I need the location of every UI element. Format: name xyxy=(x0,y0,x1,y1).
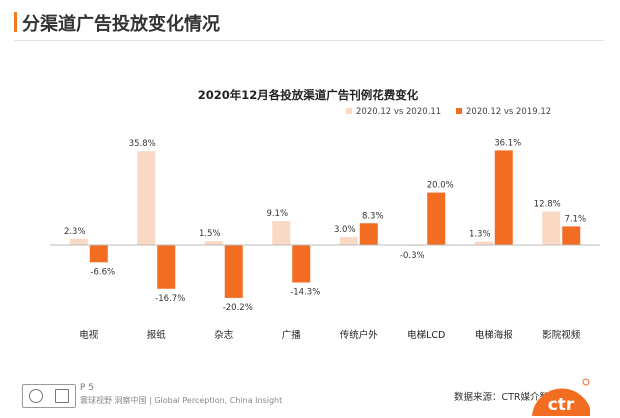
data-label-s2-2: -20.2% xyxy=(223,303,253,313)
data-label-s2-5: 20.0% xyxy=(427,181,454,191)
bar-s2-2 xyxy=(224,245,243,298)
data-label-s1-7: 12.8% xyxy=(534,199,561,209)
data-label-s2-0: -6.6% xyxy=(90,267,115,277)
data-label-s2-4: 8.3% xyxy=(362,211,384,221)
data-label-s2-3: -14.3% xyxy=(290,287,320,297)
bar-s1-4 xyxy=(339,237,358,245)
certification-logo xyxy=(22,384,76,408)
title-accent-bar xyxy=(14,12,17,32)
bar-s1-6 xyxy=(474,241,493,245)
value-labels: 2.3% -6.6% 35.8% -16.7% 1.5% -20.2% 9.1% -14.3%… xyxy=(64,138,586,313)
category-label-6: 电梯海报 xyxy=(475,329,514,341)
bar-s2-0 xyxy=(89,245,108,263)
data-label-s1-0: 2.3% xyxy=(64,227,86,237)
bar-s1-3 xyxy=(272,221,291,245)
chart-legend: 2020.12 vs 2020.11 2020.12 vs 2019.12 xyxy=(346,107,551,117)
bar-s2-7 xyxy=(562,226,581,245)
category-labels: 电视 报纸 杂志 广播 传统户外 电梯LCD 电梯海报 影院视频 xyxy=(79,329,581,341)
legend-label-2: 2020.12 vs 2019.12 xyxy=(466,107,551,117)
chart-title: 2020年12月各投放渠道广告刊例花费变化 xyxy=(198,88,419,102)
footer-tagline: 寰球视野 洞察中国 | Global Perception, China Ins… xyxy=(80,396,283,405)
cert-mark-icon xyxy=(29,389,43,403)
legend-swatch-2 xyxy=(456,108,462,114)
bar-marks xyxy=(69,150,581,298)
bar-s2-3 xyxy=(292,245,311,283)
category-label-5: 电梯LCD xyxy=(407,329,445,341)
bar-s2-1 xyxy=(157,245,176,289)
data-label-s1-6: 1.3% xyxy=(469,230,491,240)
bar-s1-7 xyxy=(542,211,561,245)
category-label-3: 广播 xyxy=(282,329,302,341)
registered-mark-icon xyxy=(582,378,590,386)
page-title: 分渠道广告投放变化情况 xyxy=(22,14,220,35)
data-label-s2-7: 7.1% xyxy=(564,214,586,224)
check-mark-icon xyxy=(55,389,69,403)
logo-text: ctr xyxy=(548,395,575,415)
legend-label-1: 2020.12 vs 2020.11 xyxy=(356,107,441,117)
bar-s2-5 xyxy=(427,192,446,245)
data-label-s1-4: 3.0% xyxy=(334,225,356,235)
ctr-logo: ctr xyxy=(532,378,590,416)
category-label-7: 影院视频 xyxy=(542,329,581,341)
category-label-4: 传统户外 xyxy=(340,329,379,341)
data-label-s1-3: 9.1% xyxy=(266,209,288,219)
footer-branding: P 5 寰球视野 洞察中国 | Global Perception, China… xyxy=(22,381,282,409)
bar-s2-4 xyxy=(359,223,378,245)
data-label-s1-5: -0.3% xyxy=(400,251,425,261)
data-label-s1-2: 1.5% xyxy=(199,229,221,239)
data-label-s2-1: -16.7% xyxy=(155,294,185,304)
logo-arc-icon xyxy=(532,388,590,416)
bar-s1-0 xyxy=(69,238,88,245)
data-source: 数据来源：CTR媒介智讯 xyxy=(454,392,559,403)
category-label-1: 报纸 xyxy=(147,329,167,341)
data-label-s1-1: 35.8% xyxy=(129,139,156,149)
category-label-0: 电视 xyxy=(79,329,99,341)
legend-swatch-1 xyxy=(346,108,352,114)
data-label-s2-6: 36.1% xyxy=(494,138,521,148)
bar-s2-6 xyxy=(494,150,513,245)
bar-s1-2 xyxy=(204,241,223,245)
title-divider xyxy=(14,40,604,41)
category-label-2: 杂志 xyxy=(214,329,233,341)
page-number: P 5 xyxy=(80,383,95,393)
bar-s1-1 xyxy=(137,151,156,245)
